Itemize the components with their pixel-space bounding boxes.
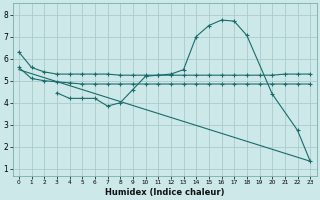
X-axis label: Humidex (Indice chaleur): Humidex (Indice chaleur) — [105, 188, 224, 197]
